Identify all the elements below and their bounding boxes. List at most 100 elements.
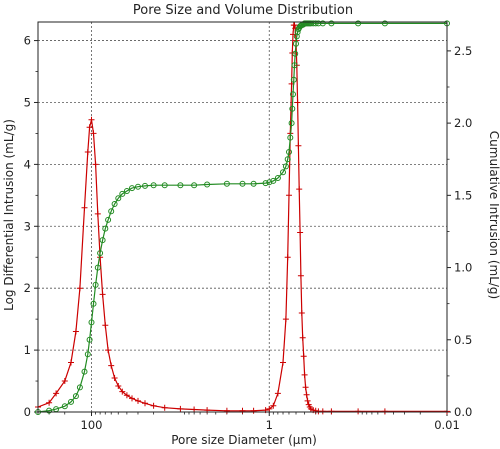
series-2-point bbox=[204, 181, 211, 188]
right-y-tick-label: 0.5 bbox=[454, 333, 472, 347]
right-y-tick-label: 2.5 bbox=[454, 44, 472, 58]
series-2-point bbox=[270, 177, 277, 184]
series-1-point bbox=[94, 210, 101, 217]
series-1-point bbox=[76, 285, 83, 292]
series-2-point bbox=[99, 237, 106, 244]
plot-frame bbox=[37, 21, 448, 413]
series-2-point bbox=[286, 149, 292, 155]
right-y-tick-label: 1.0 bbox=[454, 261, 472, 275]
left-y-axis-label: Log Differential Intrusion (mL/g) bbox=[2, 119, 16, 311]
series-2-point bbox=[293, 33, 300, 40]
right-y-axis-label: Cumulative Intrusion (mL/g) bbox=[487, 131, 500, 299]
series-1-point bbox=[142, 400, 148, 407]
series-1-point bbox=[81, 204, 88, 211]
x-tick-label: 100 bbox=[81, 418, 103, 432]
series-2-point bbox=[177, 182, 184, 189]
series-1-point bbox=[328, 408, 335, 415]
series-2-point bbox=[290, 91, 296, 98]
series-1-point bbox=[88, 116, 95, 123]
series-1-point bbox=[223, 407, 230, 414]
right-y-tick-label: 0.0 bbox=[454, 405, 472, 419]
series-2-point bbox=[381, 20, 388, 27]
left-y-tick-label: 0 bbox=[24, 405, 31, 419]
series-2-point bbox=[97, 250, 104, 257]
series-2-point bbox=[129, 185, 135, 192]
series-2-point bbox=[315, 20, 322, 27]
series-2-point bbox=[262, 180, 269, 187]
series-2-point bbox=[150, 182, 157, 189]
series-1-point bbox=[301, 371, 308, 378]
series-1-point bbox=[123, 392, 130, 399]
series-1-point bbox=[297, 229, 304, 236]
series-1-point bbox=[296, 186, 303, 193]
series-1-point bbox=[84, 149, 91, 155]
series-1-point bbox=[129, 395, 135, 402]
series-1-point bbox=[53, 390, 60, 397]
series-2-point bbox=[288, 120, 295, 127]
series-1-point bbox=[282, 316, 289, 323]
x-axis-ticks: 100 1 0.01 bbox=[37, 412, 460, 432]
series-1-point bbox=[86, 124, 93, 131]
series-2-point bbox=[328, 20, 335, 27]
series-1-point bbox=[304, 397, 311, 404]
series-2-point bbox=[292, 50, 299, 57]
series-2-point bbox=[86, 336, 93, 343]
series-2-point bbox=[108, 208, 115, 215]
series-2-point bbox=[274, 175, 281, 181]
series-2-point bbox=[355, 20, 362, 27]
right-y-tick-label: 2.0 bbox=[454, 116, 472, 130]
left-y-tick-label: 6 bbox=[24, 34, 31, 48]
right-y-tick-label: 1.5 bbox=[454, 188, 472, 202]
left-y-tick-label: 2 bbox=[24, 281, 31, 295]
series-1-point bbox=[161, 404, 168, 411]
series-2-line bbox=[37, 22, 447, 413]
series-1-point bbox=[46, 399, 53, 406]
left-y-tick-label: 3 bbox=[24, 219, 31, 233]
series-1-point bbox=[299, 334, 306, 341]
x-axis-label: Pore size Diameter (µm) bbox=[171, 433, 317, 447]
series-layer bbox=[35, 20, 450, 415]
series-2-point bbox=[61, 403, 68, 410]
series-2-point bbox=[239, 180, 246, 187]
x-tick-label: 0.01 bbox=[434, 418, 460, 432]
series-2-point bbox=[287, 134, 294, 141]
series-2-point bbox=[76, 384, 83, 391]
series-2-point bbox=[266, 179, 273, 186]
series-2-point bbox=[84, 351, 91, 358]
series-1-point bbox=[297, 272, 304, 279]
series-2-point bbox=[119, 190, 126, 197]
left-y-tick-label: 1 bbox=[24, 343, 31, 357]
series-1-point bbox=[303, 391, 310, 398]
series-1-point bbox=[274, 390, 281, 397]
series-1-point bbox=[90, 130, 97, 137]
series-2-point bbox=[46, 407, 53, 414]
series-1-point bbox=[298, 310, 305, 316]
series-1-point bbox=[280, 359, 286, 366]
series-2-point bbox=[115, 195, 122, 202]
series-2-point bbox=[161, 182, 168, 189]
series-2-point bbox=[135, 183, 141, 190]
series-1-point bbox=[302, 384, 309, 391]
series-2-point bbox=[223, 180, 230, 187]
series-1-point bbox=[270, 402, 277, 409]
series-2-point bbox=[90, 300, 97, 307]
series-1-point bbox=[291, 22, 298, 29]
series-2-point bbox=[94, 264, 101, 271]
series-2-point bbox=[290, 76, 297, 83]
series-1-point bbox=[177, 405, 184, 412]
series-2-point bbox=[81, 368, 88, 375]
series-2-point bbox=[280, 169, 286, 176]
series-1-point bbox=[239, 407, 246, 414]
left-y-axis-ticks: 0 1 2 3 4 5 6 bbox=[24, 34, 38, 419]
series-1-point bbox=[355, 408, 362, 415]
series-1-point bbox=[105, 347, 112, 354]
series-2-point bbox=[68, 398, 74, 405]
left-y-tick-label: 5 bbox=[24, 95, 31, 109]
series-2-point bbox=[293, 40, 299, 47]
series-2-point bbox=[88, 319, 95, 326]
series-1-line bbox=[37, 24, 447, 412]
series-2-point bbox=[250, 180, 257, 187]
series-2-point bbox=[289, 105, 296, 112]
series-1-point bbox=[61, 378, 68, 384]
